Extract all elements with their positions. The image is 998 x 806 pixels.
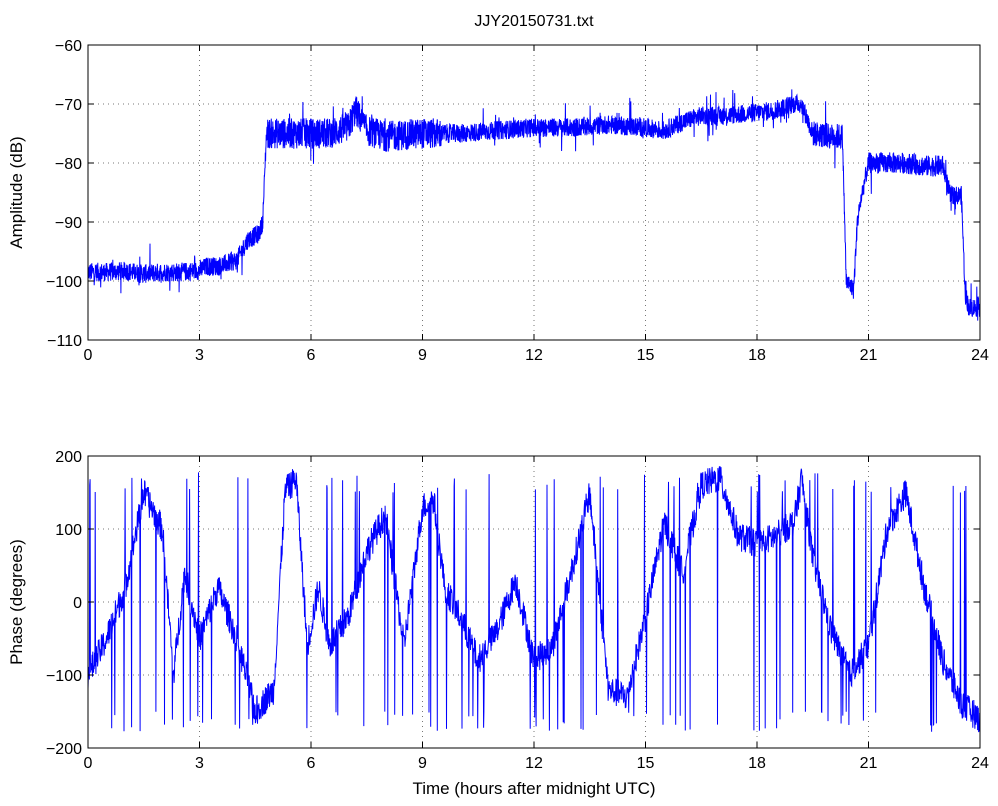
x-tick-label: 0 [84, 347, 93, 364]
y-tick-label: 100 [55, 522, 82, 539]
y-axis-label: Amplitude (dB) [7, 136, 26, 248]
y-tick-label: −200 [46, 741, 82, 758]
y-tick-label: 200 [55, 449, 82, 466]
x-tick-label: 24 [971, 347, 989, 364]
x-tick-label: 15 [637, 755, 655, 772]
y-tick-label: −100 [46, 274, 82, 291]
x-tick-label: 12 [525, 347, 543, 364]
x-tick-label: 12 [525, 755, 543, 772]
y-tick-label: −70 [55, 97, 82, 114]
y-axis-label: Phase (degrees) [7, 539, 26, 665]
amplitude-series-line [87, 89, 981, 321]
chart-title: JJY20150731.txt [474, 13, 594, 30]
x-tick-label: 6 [307, 347, 316, 364]
y-tick-label: −100 [46, 668, 82, 685]
y-tick-label: −80 [55, 156, 82, 173]
x-tick-label: 15 [637, 347, 655, 364]
y-tick-label: −60 [55, 38, 82, 55]
amplitude-chart: 0 3 6 9 12 15 18 21 24 −110 −100 −90 −80 −70 −60 JJY201… [7, 13, 989, 364]
phase-series-line [87, 465, 981, 733]
x-axis-label: Time (hours after midnight UTC) [412, 779, 655, 798]
x-tick-label: 9 [418, 755, 427, 772]
y-tick-label: −110 [47, 333, 82, 350]
x-tick-label: 18 [748, 347, 766, 364]
x-tick-label: 9 [418, 347, 427, 364]
x-tick-label: 24 [971, 755, 989, 772]
x-tick-label: 18 [748, 755, 766, 772]
y-tick-label: −90 [55, 215, 82, 232]
x-tick-label: 21 [860, 755, 878, 772]
x-tick-label: 21 [860, 347, 878, 364]
phase-chart: 0 3 6 9 12 15 18 21 24 −200 −100 0 100 200 Time (hours… [7, 449, 989, 798]
y-tick-label: 0 [73, 595, 82, 612]
x-tick-label: 3 [195, 347, 204, 364]
x-tick-label: 3 [195, 755, 204, 772]
x-tick-label: 0 [84, 755, 93, 772]
x-tick-label: 6 [307, 755, 316, 772]
